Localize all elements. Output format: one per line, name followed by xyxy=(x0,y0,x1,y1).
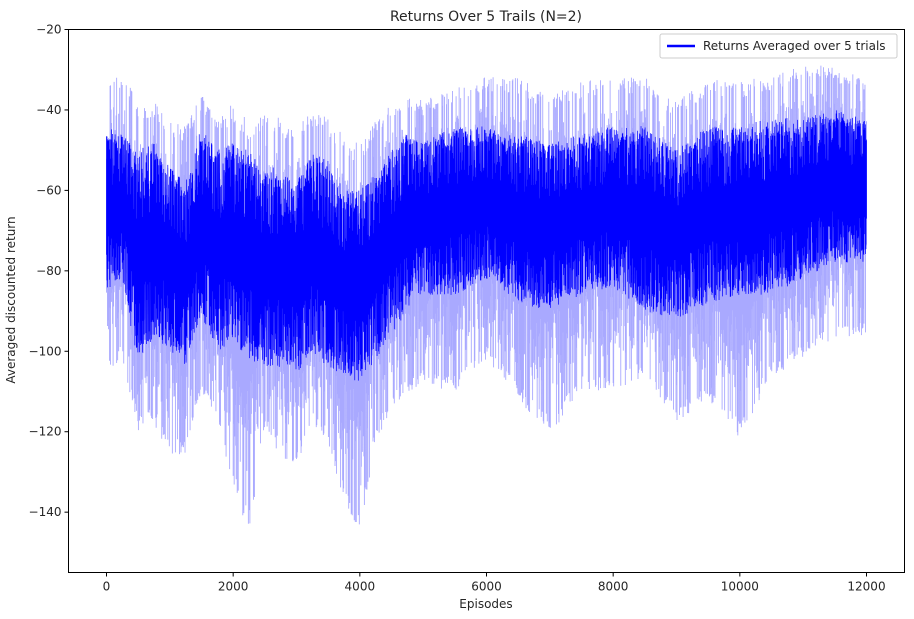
y-tick-label: −60 xyxy=(36,183,61,197)
y-tick-label: −40 xyxy=(36,103,61,117)
x-tick-label: 8000 xyxy=(598,580,629,594)
legend: Returns Averaged over 5 trials xyxy=(659,33,898,59)
x-axis: 0 2000 4000 6000 8000 10000 12000 xyxy=(103,572,886,594)
y-tick-label: −20 xyxy=(36,23,61,37)
plot-frame xyxy=(68,29,905,573)
legend-label: Returns Averaged over 5 trials xyxy=(703,39,886,53)
plot-area xyxy=(106,65,867,525)
y-tick-label: −140 xyxy=(29,505,62,519)
series-line xyxy=(106,110,867,381)
chart-title: Returns Over 5 Trails (N=2) xyxy=(390,9,582,25)
legend-box xyxy=(659,33,898,59)
y-tick-label: −80 xyxy=(36,264,61,278)
y-axis-label: Averaged discounted return xyxy=(4,216,18,383)
x-tick-label: 6000 xyxy=(471,580,502,594)
y-axis: −20 −40 −60 −80 −100 −120 −140 xyxy=(29,23,69,519)
x-tick-label: 2000 xyxy=(218,580,249,594)
x-tick-label: 4000 xyxy=(345,580,376,594)
y-tick-label: −120 xyxy=(29,425,62,439)
x-tick-label: 10000 xyxy=(721,580,759,594)
x-tick-label: 12000 xyxy=(847,580,885,594)
x-tick-label: 0 xyxy=(103,580,111,594)
y-tick-label: −100 xyxy=(29,344,62,358)
x-axis-label: Episodes xyxy=(459,597,512,611)
